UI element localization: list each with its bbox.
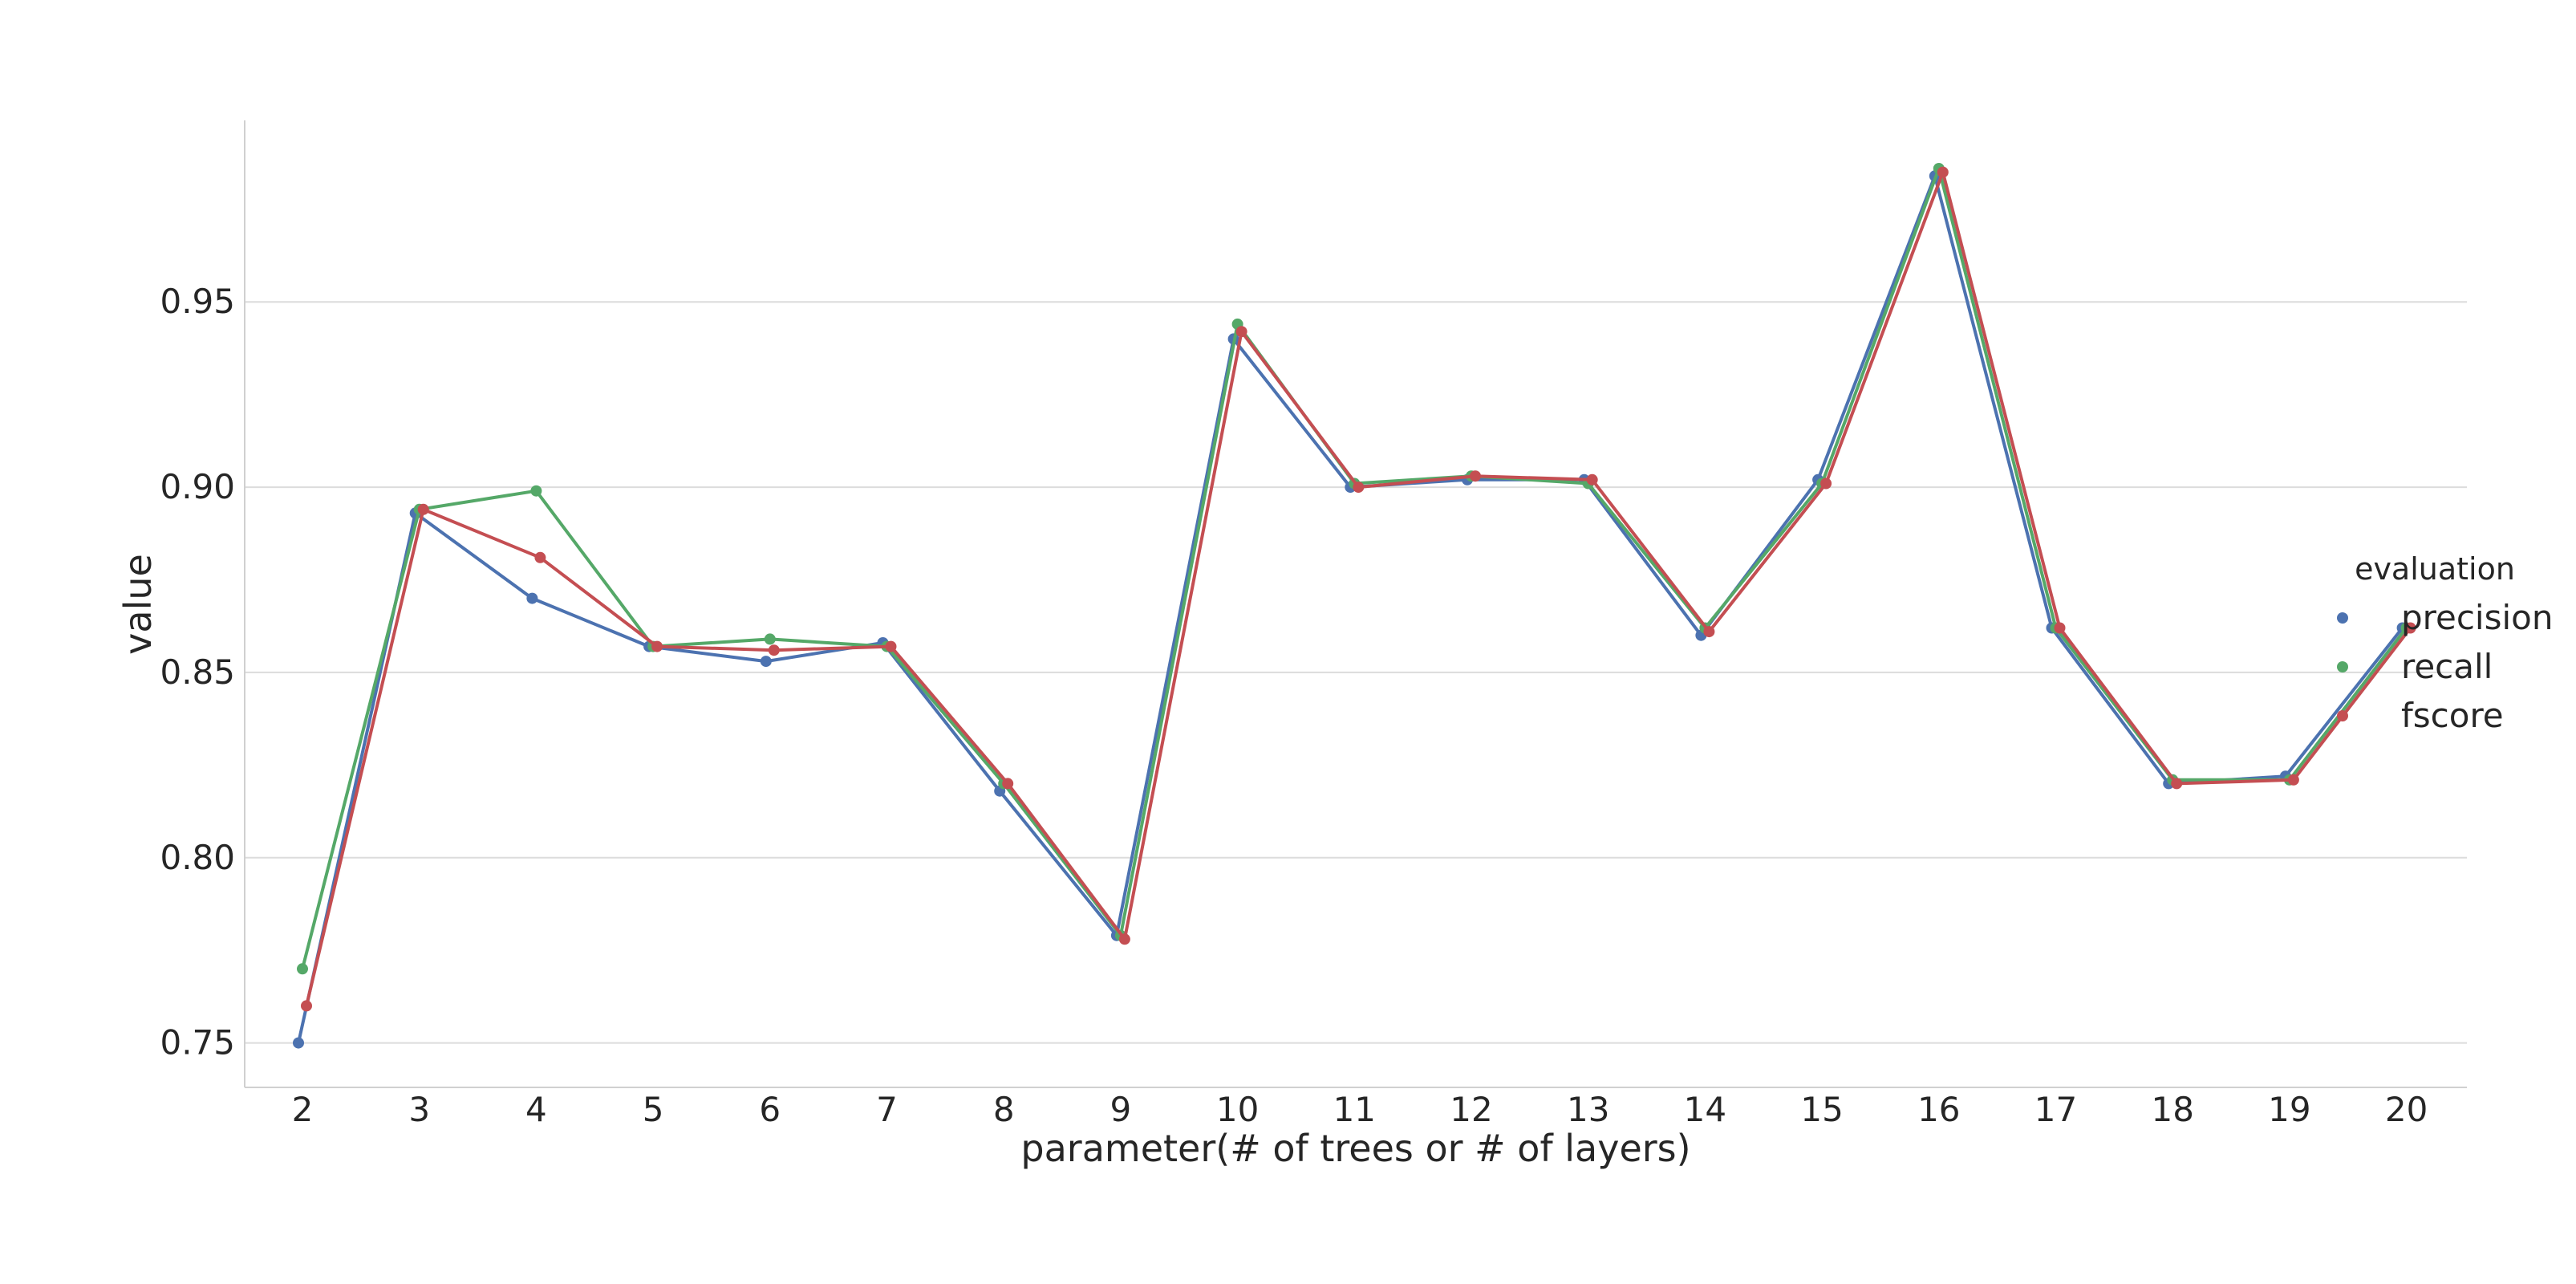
x-tick-label: 10 (1216, 1090, 1259, 1129)
legend-label-recall: recall (2401, 647, 2493, 686)
x-tick-label: 6 (759, 1090, 781, 1129)
y-tick-label: 0.80 (160, 838, 235, 877)
data-point-fscore (2171, 778, 2183, 790)
x-axis-label: parameter(# of trees or # of layers) (1020, 1127, 1690, 1170)
data-point-fscore (1703, 626, 1715, 638)
data-point-fscore (301, 1000, 312, 1012)
data-point-fscore (417, 503, 429, 515)
data-point-fscore (1937, 166, 1949, 178)
series-line-recall (301, 167, 2408, 969)
data-point-fscore (1235, 326, 1247, 338)
data-point-fscore (651, 640, 663, 652)
legend-title: evaluation (2355, 551, 2515, 587)
data-point-recall (764, 633, 776, 645)
x-tick-label: 13 (1567, 1090, 1609, 1129)
x-tick-label: 9 (1110, 1090, 1132, 1129)
data-point-fscore (1470, 470, 1481, 482)
data-point-recall (530, 485, 542, 497)
data-point-fscore (1820, 477, 1832, 490)
series-recall (297, 163, 2412, 975)
y-tick-label: 0.95 (160, 282, 235, 321)
data-point-fscore (1353, 482, 1365, 494)
data-point-precision (526, 592, 538, 604)
x-tick-label: 19 (2268, 1090, 2310, 1129)
data-point-precision (293, 1037, 304, 1049)
legend-label-precision: precision (2401, 598, 2553, 637)
y-tick-label: 0.90 (160, 467, 235, 506)
data-point-fscore (768, 644, 780, 656)
data-point-fscore (1586, 473, 1598, 486)
x-tick-label: 8 (993, 1090, 1015, 1129)
x-tick-label: 18 (2151, 1090, 2193, 1129)
legend: evaluation precision recall fscore (2337, 551, 2553, 735)
y-tick-label: 0.75 (160, 1023, 235, 1063)
x-tick-label: 12 (1450, 1090, 1492, 1129)
x-tick-label: 14 (1684, 1090, 1726, 1129)
legend-marker-recall (2337, 661, 2348, 672)
x-tick-label: 16 (1917, 1090, 1960, 1129)
x-tick-label: 5 (643, 1090, 664, 1129)
x-tick-labels: 2 3 4 5 6 7 8 9 10 11 12 13 14 15 16 17 18 19 20 (292, 1090, 2428, 1129)
y-tick-label: 0.85 (160, 652, 235, 692)
legend-marker-precision (2337, 612, 2348, 624)
data-point-fscore (885, 640, 897, 652)
x-tick-label: 3 (408, 1090, 430, 1129)
data-point-fscore (2287, 774, 2299, 786)
series-line-fscore (305, 170, 2412, 1006)
y-axis-label: value (116, 554, 160, 655)
x-tick-label: 15 (1800, 1090, 1843, 1129)
data-point-fscore (2404, 622, 2416, 634)
axes-layer (244, 120, 2467, 1088)
data-point-fscore (1002, 778, 1014, 790)
x-tick-label: 17 (2034, 1090, 2077, 1129)
series-line-precision (297, 174, 2404, 1044)
series-fscore (301, 166, 2416, 1012)
data-point-fscore (534, 551, 546, 563)
x-tick-label: 4 (525, 1090, 547, 1129)
grid-layer (245, 301, 2467, 1044)
legend-label-fscore: fscore (2401, 696, 2504, 735)
y-tick-labels: 0.75 0.80 0.85 0.90 0.95 (160, 282, 235, 1062)
x-tick-label: 11 (1333, 1090, 1376, 1129)
series-layer (293, 163, 2416, 1049)
legend-marker-fscore (2337, 710, 2348, 721)
legend-items: precision recall fscore (2337, 598, 2553, 735)
x-tick-label: 2 (292, 1090, 314, 1129)
data-point-fscore (1118, 933, 1130, 945)
data-point-precision (760, 656, 772, 668)
data-point-fscore (2054, 622, 2066, 634)
x-tick-label: 20 (2385, 1090, 2428, 1129)
x-tick-label: 7 (876, 1090, 898, 1129)
data-point-recall (297, 963, 308, 975)
